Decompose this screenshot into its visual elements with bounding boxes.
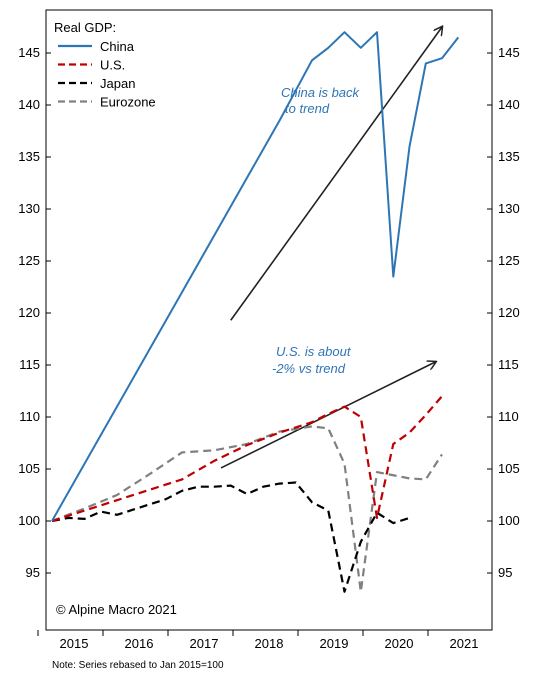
y-left-tick-label: 135	[18, 149, 40, 164]
annotation-us: U.S. is about -2% vs trend	[272, 344, 352, 376]
legend-label: U.S.	[100, 58, 125, 73]
y-right-tick-label: 120	[498, 305, 520, 320]
trend-arrow	[220, 362, 436, 469]
x-tick-label: 2018	[255, 636, 284, 651]
x-tick-label: 2020	[385, 636, 414, 651]
legend-title: Real GDP:	[54, 20, 116, 35]
y-right-tick-label: 95	[498, 565, 512, 580]
y-right-tick-label: 105	[498, 461, 520, 476]
series-line-eurozone	[51, 425, 443, 593]
trend-arrow	[230, 27, 442, 321]
y-left-tick-label: 120	[18, 305, 40, 320]
y-left-tick-label: 140	[18, 97, 40, 112]
trend-lines	[220, 27, 442, 469]
annotation-china-line-2: to trend	[285, 101, 330, 116]
annotation-china: China is back to trend	[281, 85, 361, 116]
series-line-japan	[51, 481, 410, 593]
annotation-us-line-1: U.S. is about	[276, 344, 352, 359]
y-left-tick-label: 145	[18, 45, 40, 60]
y-right-tick-label: 140	[498, 97, 520, 112]
y-left-tick-label: 125	[18, 253, 40, 268]
plot-frame	[45, 9, 493, 631]
x-tick-label: 2019	[320, 636, 349, 651]
x-tick-label: 2017	[190, 636, 219, 651]
x-axis: 2015 2016 2017 2018 2019 2020 2021	[37, 630, 479, 651]
y-left-tick-label: 105	[18, 461, 40, 476]
legend-label: Eurozone	[100, 95, 156, 110]
y-right-tick-label: 115	[498, 357, 519, 372]
y-right-tick-label: 135	[498, 149, 520, 164]
y-axis-right: 95 100 105 110 115 120 125 130 135 140 145	[487, 45, 520, 580]
series-line-us	[51, 395, 443, 523]
footnote: Note: Series rebased to Jan 2015=100	[52, 660, 224, 671]
annotation-china-line-1: China is back	[281, 85, 361, 100]
x-tick-label: 2015	[60, 636, 89, 651]
series-line-china	[51, 31, 460, 522]
legend-label: Japan	[100, 76, 135, 91]
copyright: © Alpine Macro 2021	[56, 602, 177, 617]
y-right-tick-label: 125	[498, 253, 520, 268]
y-right-tick-label: 145	[498, 45, 520, 60]
y-right-tick-label: 110	[498, 409, 519, 424]
y-left-tick-label: 95	[26, 565, 40, 580]
y-left-tick-label: 100	[18, 513, 40, 528]
y-axis-left: 95 100 105 110 115 120 125 130 135 140 145	[18, 45, 51, 580]
series-lines	[51, 31, 460, 593]
y-left-tick-label: 130	[18, 201, 40, 216]
y-right-tick-label: 130	[498, 201, 520, 216]
legend-label: China	[100, 39, 135, 54]
legend: Real GDP: China U.S. Japan Eurozone	[54, 20, 156, 110]
annotation-us-line-2: -2% vs trend	[272, 361, 346, 376]
y-right-tick-label: 100	[498, 513, 520, 528]
x-tick-label: 2021	[450, 636, 479, 651]
y-left-tick-label: 115	[19, 357, 40, 372]
y-left-tick-label: 110	[19, 409, 40, 424]
x-tick-label: 2016	[125, 636, 154, 651]
